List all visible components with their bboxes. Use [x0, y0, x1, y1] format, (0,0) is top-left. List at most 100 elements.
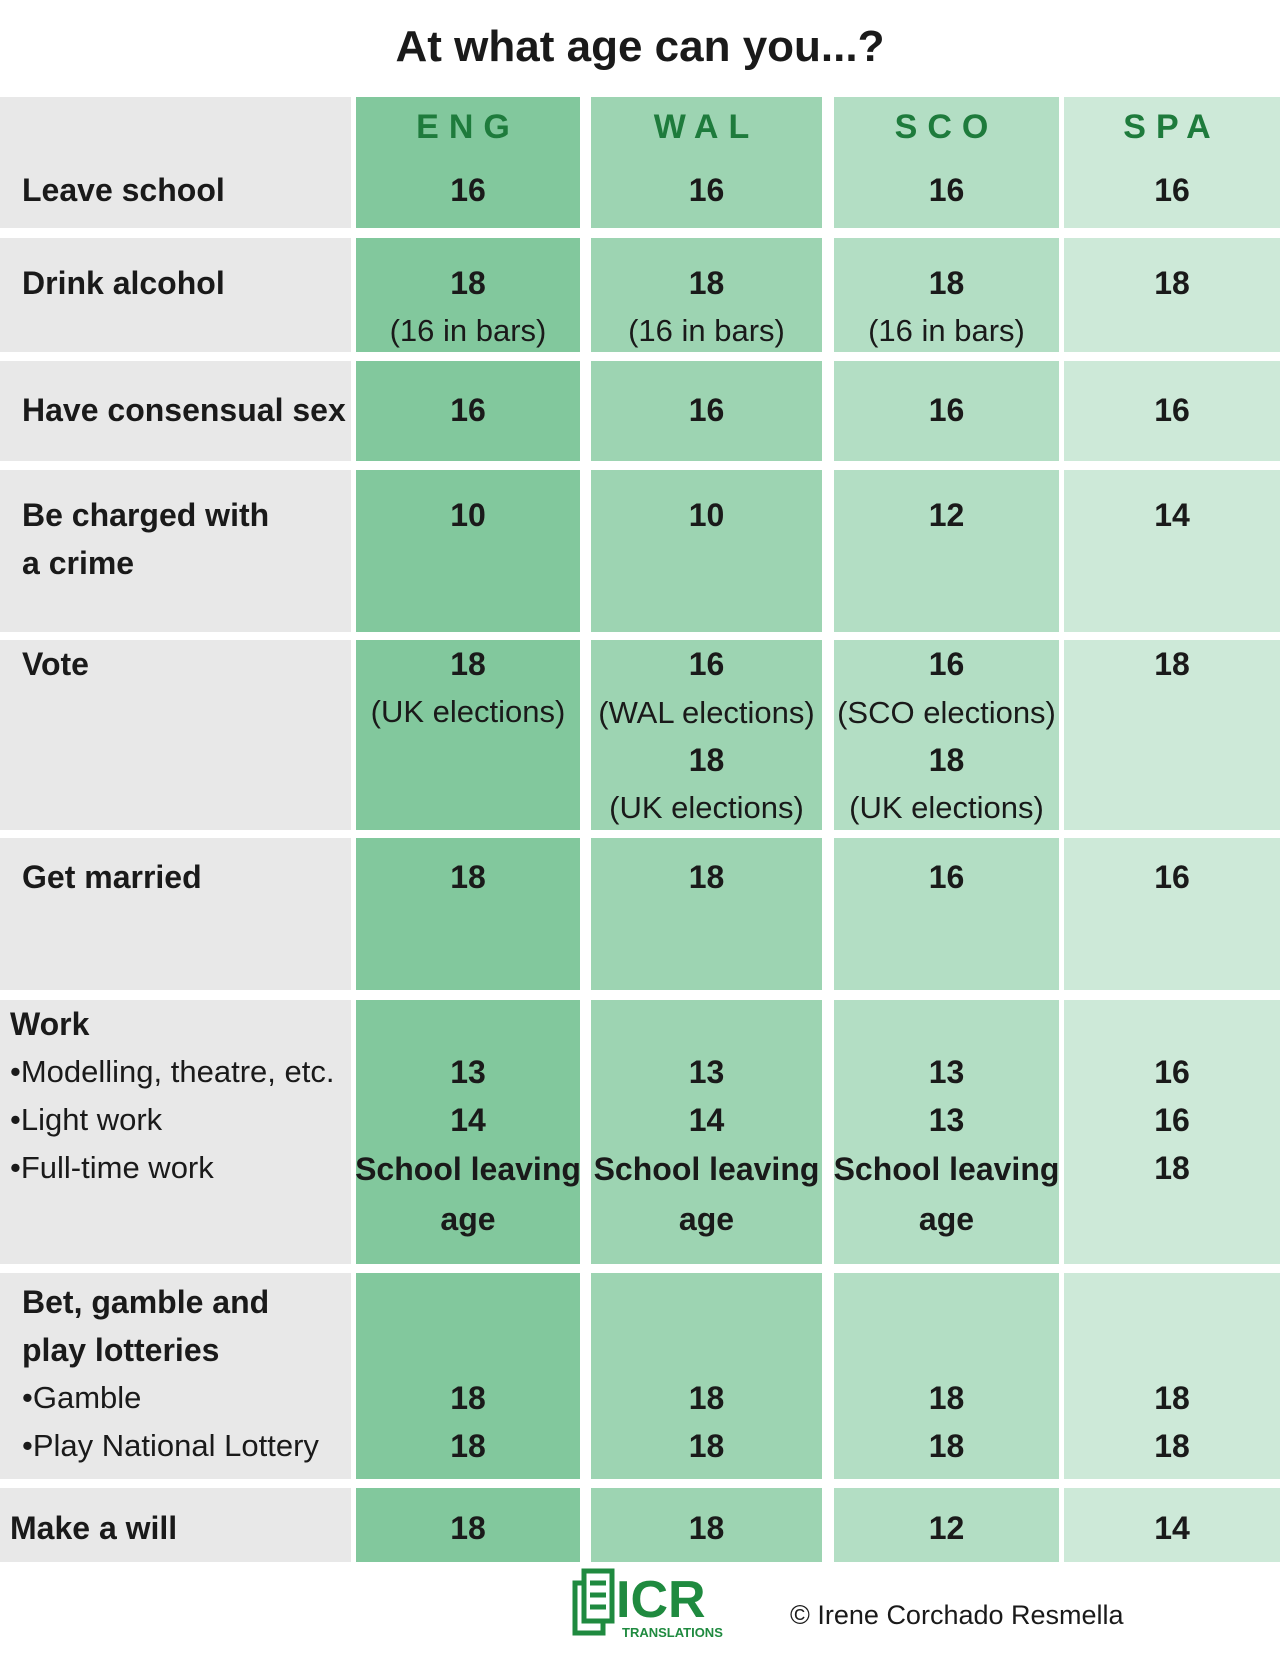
cell-text: (UK elections): [370, 694, 566, 729]
label-bg: [0, 1273, 351, 1479]
cell-bg: [834, 838, 1059, 990]
cell-text: 18: [928, 1380, 965, 1416]
cell-text: 16: [1154, 172, 1190, 208]
row-label: •Light work: [10, 1102, 163, 1137]
cell-text: 12: [928, 497, 965, 533]
cell-text: 16: [928, 392, 965, 428]
cell-text: 16: [928, 172, 965, 208]
cell-text: 14: [450, 1102, 486, 1138]
cell-bg: [834, 361, 1059, 461]
cell-bg: [1064, 361, 1280, 461]
cell-bg: [591, 1000, 822, 1264]
cell-bg: [1064, 838, 1280, 990]
cell-bg: [1064, 1273, 1280, 1479]
column-header: SCO: [894, 108, 999, 146]
label-bg: [0, 838, 351, 990]
cell-text: 16: [1154, 392, 1190, 428]
cell-text: 18: [450, 859, 486, 895]
cell-text: 10: [450, 497, 486, 533]
cell-bg: [834, 640, 1059, 830]
row-label: Work: [10, 1006, 90, 1042]
cell-text: School leaving age: [833, 1151, 1060, 1237]
cell-text: 16: [928, 859, 965, 895]
cell-bg: [591, 1273, 822, 1479]
cell-bg: [1064, 640, 1280, 830]
row-label: Drink alcohol: [22, 265, 225, 301]
cell-bg: [591, 470, 822, 632]
column-header: ENG: [416, 108, 520, 146]
cell-bg: [834, 1000, 1059, 1264]
row-label: Vote: [22, 646, 89, 682]
cell-text: 16: [688, 172, 725, 208]
cell-text: 12: [928, 1510, 965, 1546]
cell-text: 18: [450, 1510, 486, 1546]
cell-text: 18: [688, 859, 725, 895]
cell-bg: [834, 238, 1059, 352]
cell-bg: [591, 238, 822, 352]
cell-text: 18: [1154, 1150, 1190, 1186]
row-label: Bet, gamble and: [22, 1284, 270, 1320]
cell-text: 18: [688, 265, 725, 301]
cell-text: 16: [1154, 1054, 1190, 1090]
cell-text: 18: [450, 646, 486, 682]
cell-text: 13: [688, 1054, 725, 1090]
cell-bg: [1064, 1488, 1280, 1562]
label-bg: [0, 470, 351, 632]
cell-bg: [834, 1273, 1059, 1479]
cell-text: 14: [1154, 497, 1190, 533]
cell-text: 18: [928, 742, 965, 778]
label-bg: [0, 1488, 351, 1562]
cell-bg: [356, 361, 580, 461]
cell-bg: [1064, 1000, 1280, 1264]
cell-text: 18: [1154, 265, 1190, 301]
column-header: SPA: [1123, 108, 1221, 146]
row-label: •Modelling, theatre, etc.: [10, 1054, 335, 1089]
cell-text: 14: [1154, 1510, 1190, 1546]
cell-text: 18: [450, 1428, 486, 1464]
row-label: Be charged with: [22, 497, 270, 533]
cell-text: (WAL elections): [598, 695, 815, 730]
cell-text: 18: [688, 1380, 725, 1416]
cell-bg: [1064, 238, 1280, 352]
cell-bg: [356, 838, 580, 990]
logo: ICR TRANSLATIONS: [572, 1568, 723, 1640]
cell-text: 18: [688, 1510, 725, 1546]
cell-text: 18: [928, 265, 965, 301]
cell-text: 16: [450, 172, 486, 208]
cell-text: (16 in bars): [628, 313, 785, 348]
cell-text: 18: [688, 742, 725, 778]
cell-bg: [591, 97, 822, 228]
cell-text: 18: [1154, 646, 1190, 682]
column-header: WAL: [653, 108, 760, 146]
row-label: Have consensual sex: [22, 392, 346, 428]
title: At what age can you...?: [395, 22, 885, 71]
row-label: •Play National Lottery: [22, 1428, 319, 1463]
cell-bg: [356, 238, 580, 352]
cell-bg: [1064, 470, 1280, 632]
label-bg: [0, 640, 351, 830]
row-label: Get married: [22, 859, 202, 895]
cell-bg: [591, 838, 822, 990]
cell-bg: [591, 640, 822, 830]
row-label: •Gamble: [22, 1380, 142, 1415]
label-bg: [0, 1000, 351, 1264]
row-label: •Full-time work: [10, 1150, 214, 1185]
cell-text: (16 in bars): [389, 313, 547, 348]
cell-bg: [356, 470, 580, 632]
label-bg: [0, 361, 351, 461]
cell-bg: [356, 1273, 580, 1479]
cell-text: 18: [450, 265, 486, 301]
cell-bg: [591, 1488, 822, 1562]
cell-text: 16: [928, 646, 965, 682]
cell-text: 18: [688, 1428, 725, 1464]
row-label: Make a will: [10, 1510, 178, 1546]
label-bg: [0, 97, 351, 228]
cell-text: (UK elections): [849, 790, 1044, 825]
cell-text: 16: [688, 392, 725, 428]
cell-text: 14: [688, 1102, 725, 1138]
logo-subtext: TRANSLATIONS: [622, 1625, 723, 1640]
cell-bg: [356, 1488, 580, 1562]
cell-text: (SCO elections): [837, 695, 1056, 730]
copyright: © Irene Corchado Resmella: [790, 1600, 1124, 1630]
